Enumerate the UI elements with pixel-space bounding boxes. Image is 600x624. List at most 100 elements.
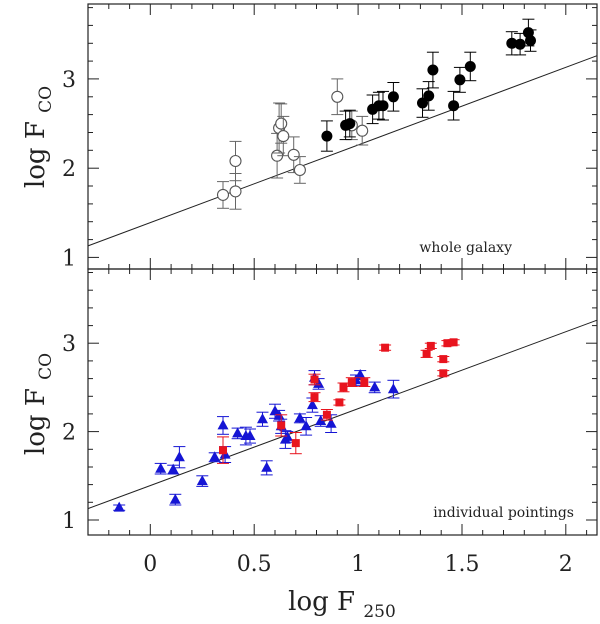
point-marker bbox=[417, 97, 428, 109]
point-marker bbox=[310, 393, 319, 402]
data-point bbox=[293, 412, 306, 424]
tick-marks bbox=[88, 4, 597, 269]
y-tick-labels: 1 2 3 bbox=[62, 68, 76, 271]
point-marker bbox=[209, 451, 221, 462]
fit-line bbox=[87, 55, 598, 247]
series-open-circle bbox=[216, 78, 369, 210]
point-marker bbox=[300, 420, 312, 431]
y-tick-label: 1 bbox=[62, 246, 76, 271]
data-point bbox=[447, 90, 460, 121]
data-point bbox=[424, 341, 437, 350]
panel-individual-pointings: 1 2 3 individual pointings log F CO bbox=[21, 268, 598, 536]
point-marker bbox=[331, 90, 344, 103]
y-tick-label: 3 bbox=[62, 332, 76, 357]
y-tick-label: 2 bbox=[62, 157, 76, 182]
point-marker bbox=[229, 154, 242, 168]
point-marker bbox=[196, 475, 208, 486]
point-marker bbox=[169, 493, 181, 504]
point-marker bbox=[294, 412, 306, 423]
point-marker bbox=[514, 38, 526, 50]
x-axis-label: log F 250 bbox=[288, 587, 396, 622]
data-point bbox=[256, 411, 269, 427]
data-marks bbox=[216, 18, 537, 210]
point-marker bbox=[306, 399, 318, 410]
data-point bbox=[514, 32, 527, 56]
point-marker bbox=[167, 463, 179, 474]
point-marker bbox=[277, 130, 290, 143]
point-marker bbox=[449, 338, 458, 347]
point-marker bbox=[287, 148, 300, 161]
panel-annotation: individual pointings bbox=[433, 505, 574, 521]
data-point bbox=[281, 430, 294, 443]
data-point bbox=[379, 343, 392, 352]
data-point bbox=[260, 460, 273, 476]
data-marks bbox=[113, 338, 460, 512]
data-point bbox=[314, 415, 327, 427]
data-point bbox=[387, 379, 400, 399]
data-point bbox=[217, 416, 229, 435]
data-point bbox=[426, 51, 439, 89]
point-marker bbox=[448, 100, 460, 112]
data-point bbox=[377, 90, 389, 121]
point-marker bbox=[360, 378, 369, 387]
tick-marks bbox=[88, 269, 597, 535]
x-tick-label: 1 bbox=[351, 552, 365, 577]
data-point bbox=[208, 451, 221, 463]
data-point bbox=[345, 377, 358, 387]
point-marker bbox=[423, 90, 435, 102]
data-point bbox=[167, 463, 180, 475]
point-marker bbox=[173, 451, 185, 462]
point-marker bbox=[257, 413, 268, 424]
point-marker bbox=[275, 117, 288, 130]
data-point bbox=[387, 82, 400, 112]
data-point bbox=[358, 377, 371, 387]
data-point bbox=[524, 29, 537, 52]
point-marker bbox=[155, 462, 167, 473]
data-point bbox=[343, 109, 356, 138]
point-marker bbox=[454, 74, 466, 86]
point-marker bbox=[387, 383, 399, 394]
x-tick-label: 2 bbox=[559, 552, 573, 577]
data-point bbox=[437, 369, 450, 378]
y-tick-labels: 1 2 3 bbox=[62, 332, 76, 534]
point-marker bbox=[439, 355, 448, 364]
y-tick-label: 1 bbox=[62, 509, 76, 534]
data-point bbox=[308, 392, 321, 403]
point-marker bbox=[293, 163, 306, 177]
point-marker bbox=[113, 501, 125, 512]
data-point bbox=[308, 373, 321, 386]
panel-frame bbox=[87, 268, 598, 536]
point-marker bbox=[443, 339, 452, 348]
series-filled-circle bbox=[320, 18, 537, 152]
y-axis-label: log F CO bbox=[21, 86, 56, 188]
data-point bbox=[275, 414, 288, 437]
point-marker bbox=[219, 446, 227, 455]
point-marker bbox=[244, 430, 256, 440]
point-marker bbox=[525, 35, 536, 47]
point-marker bbox=[315, 415, 327, 425]
point-marker bbox=[377, 100, 389, 112]
point-marker bbox=[506, 37, 518, 49]
data-point bbox=[422, 81, 435, 111]
point-marker bbox=[325, 417, 337, 428]
point-marker bbox=[339, 383, 348, 392]
point-marker bbox=[217, 419, 229, 430]
data-point bbox=[320, 120, 333, 152]
data-point bbox=[331, 78, 344, 116]
y-tick-label: 3 bbox=[62, 68, 76, 93]
y-axis-label: log F CO bbox=[21, 353, 56, 455]
data-point bbox=[229, 173, 242, 210]
data-point bbox=[154, 462, 167, 475]
point-marker bbox=[310, 375, 319, 384]
data-point bbox=[113, 501, 126, 512]
point-marker bbox=[291, 439, 300, 448]
point-marker bbox=[261, 461, 273, 472]
data-point bbox=[277, 115, 290, 157]
series-filled-triangle bbox=[113, 369, 400, 512]
data-point bbox=[356, 115, 369, 146]
x-tick-label: 0.5 bbox=[237, 552, 272, 577]
data-point bbox=[196, 475, 209, 487]
point-marker bbox=[381, 343, 390, 352]
series-filled-square bbox=[217, 338, 460, 464]
point-marker bbox=[313, 377, 325, 388]
